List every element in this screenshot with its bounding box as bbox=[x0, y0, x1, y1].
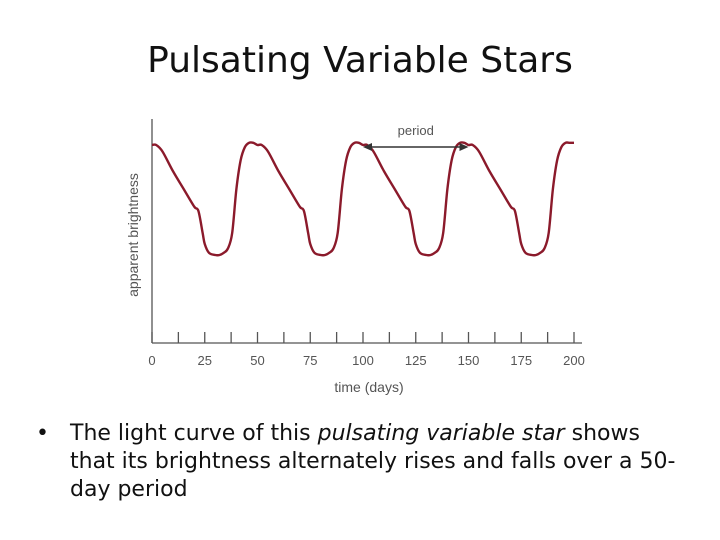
y-axis-label: apparent brightness bbox=[125, 173, 141, 297]
period-annotation: period bbox=[363, 123, 469, 151]
chart-svg: 0 25 50 75 100 125 150 175 200 period apparent b… bbox=[125, 119, 585, 395]
x-tick-label: 100 bbox=[352, 353, 374, 368]
x-tick-label: 200 bbox=[563, 353, 585, 368]
x-tick-label: 125 bbox=[405, 353, 427, 368]
curve-layer bbox=[151, 141, 574, 257]
x-tick-label: 75 bbox=[303, 353, 317, 368]
x-tick-label: 25 bbox=[198, 353, 212, 368]
period-arrow-left-head bbox=[363, 143, 372, 151]
x-tick-label: 50 bbox=[250, 353, 264, 368]
x-tick-label: 175 bbox=[510, 353, 532, 368]
bullet-item: • The light curve of this pulsating vari… bbox=[36, 420, 676, 504]
period-label: period bbox=[398, 123, 434, 138]
axes: 0 25 50 75 100 125 150 175 200 bbox=[148, 119, 585, 368]
bullet-symbol: • bbox=[36, 421, 49, 446]
x-tick-label: 150 bbox=[458, 353, 480, 368]
bullet-emphasis: pulsating variable star bbox=[317, 421, 565, 446]
x-tick-label: 0 bbox=[148, 353, 155, 368]
bullet-text-start: The light curve of this bbox=[70, 421, 318, 446]
bullet-text: The light curve of this pulsating variab… bbox=[70, 420, 676, 504]
period-arrow-right-head bbox=[459, 143, 469, 151]
x-axis-label: time (days) bbox=[334, 379, 403, 395]
light-curve-chart: 0 25 50 75 100 125 150 175 200 period apparent b… bbox=[110, 105, 610, 400]
light-curve-line bbox=[151, 141, 574, 257]
bullet-text-end: shows that its brightness alternately ri… bbox=[70, 421, 676, 502]
slide-title: Pulsating Variable Stars bbox=[147, 40, 573, 81]
